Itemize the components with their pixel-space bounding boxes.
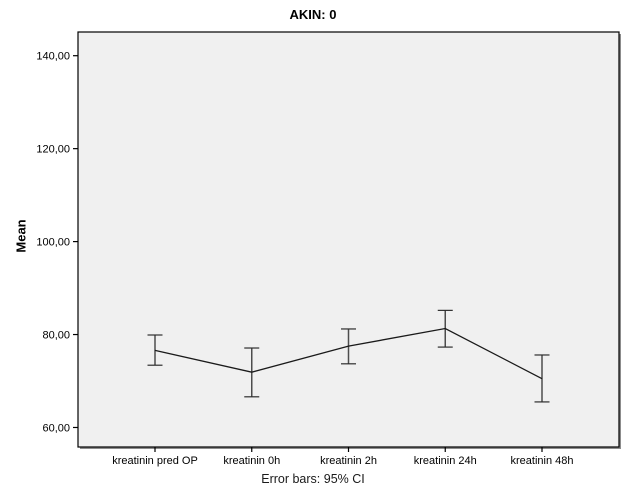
x-axis-category-label: kreatinin 48h [511, 455, 574, 467]
y-axis-tick-label: 60,00 [42, 422, 70, 434]
x-axis-category-label: kreatinin 0h [223, 455, 280, 467]
y-axis-tick-label: 120,00 [36, 144, 70, 156]
y-axis-tick-label: 100,00 [36, 237, 70, 249]
chart-title: AKIN: 0 [289, 7, 337, 22]
x-axis-category-label: kreatinin 2h [320, 455, 377, 467]
x-axis-category-label: kreatinin pred OP [112, 455, 198, 467]
y-axis-tick-label: 140,00 [36, 51, 70, 63]
mean-line [154, 327, 543, 380]
x-axis-category-label: kreatinin 24h [414, 455, 477, 467]
error-bars-caption: Error bars: 95% CI [261, 472, 365, 486]
y-axis-tick-label: 80,00 [42, 330, 70, 342]
plot-area [77, 31, 620, 448]
